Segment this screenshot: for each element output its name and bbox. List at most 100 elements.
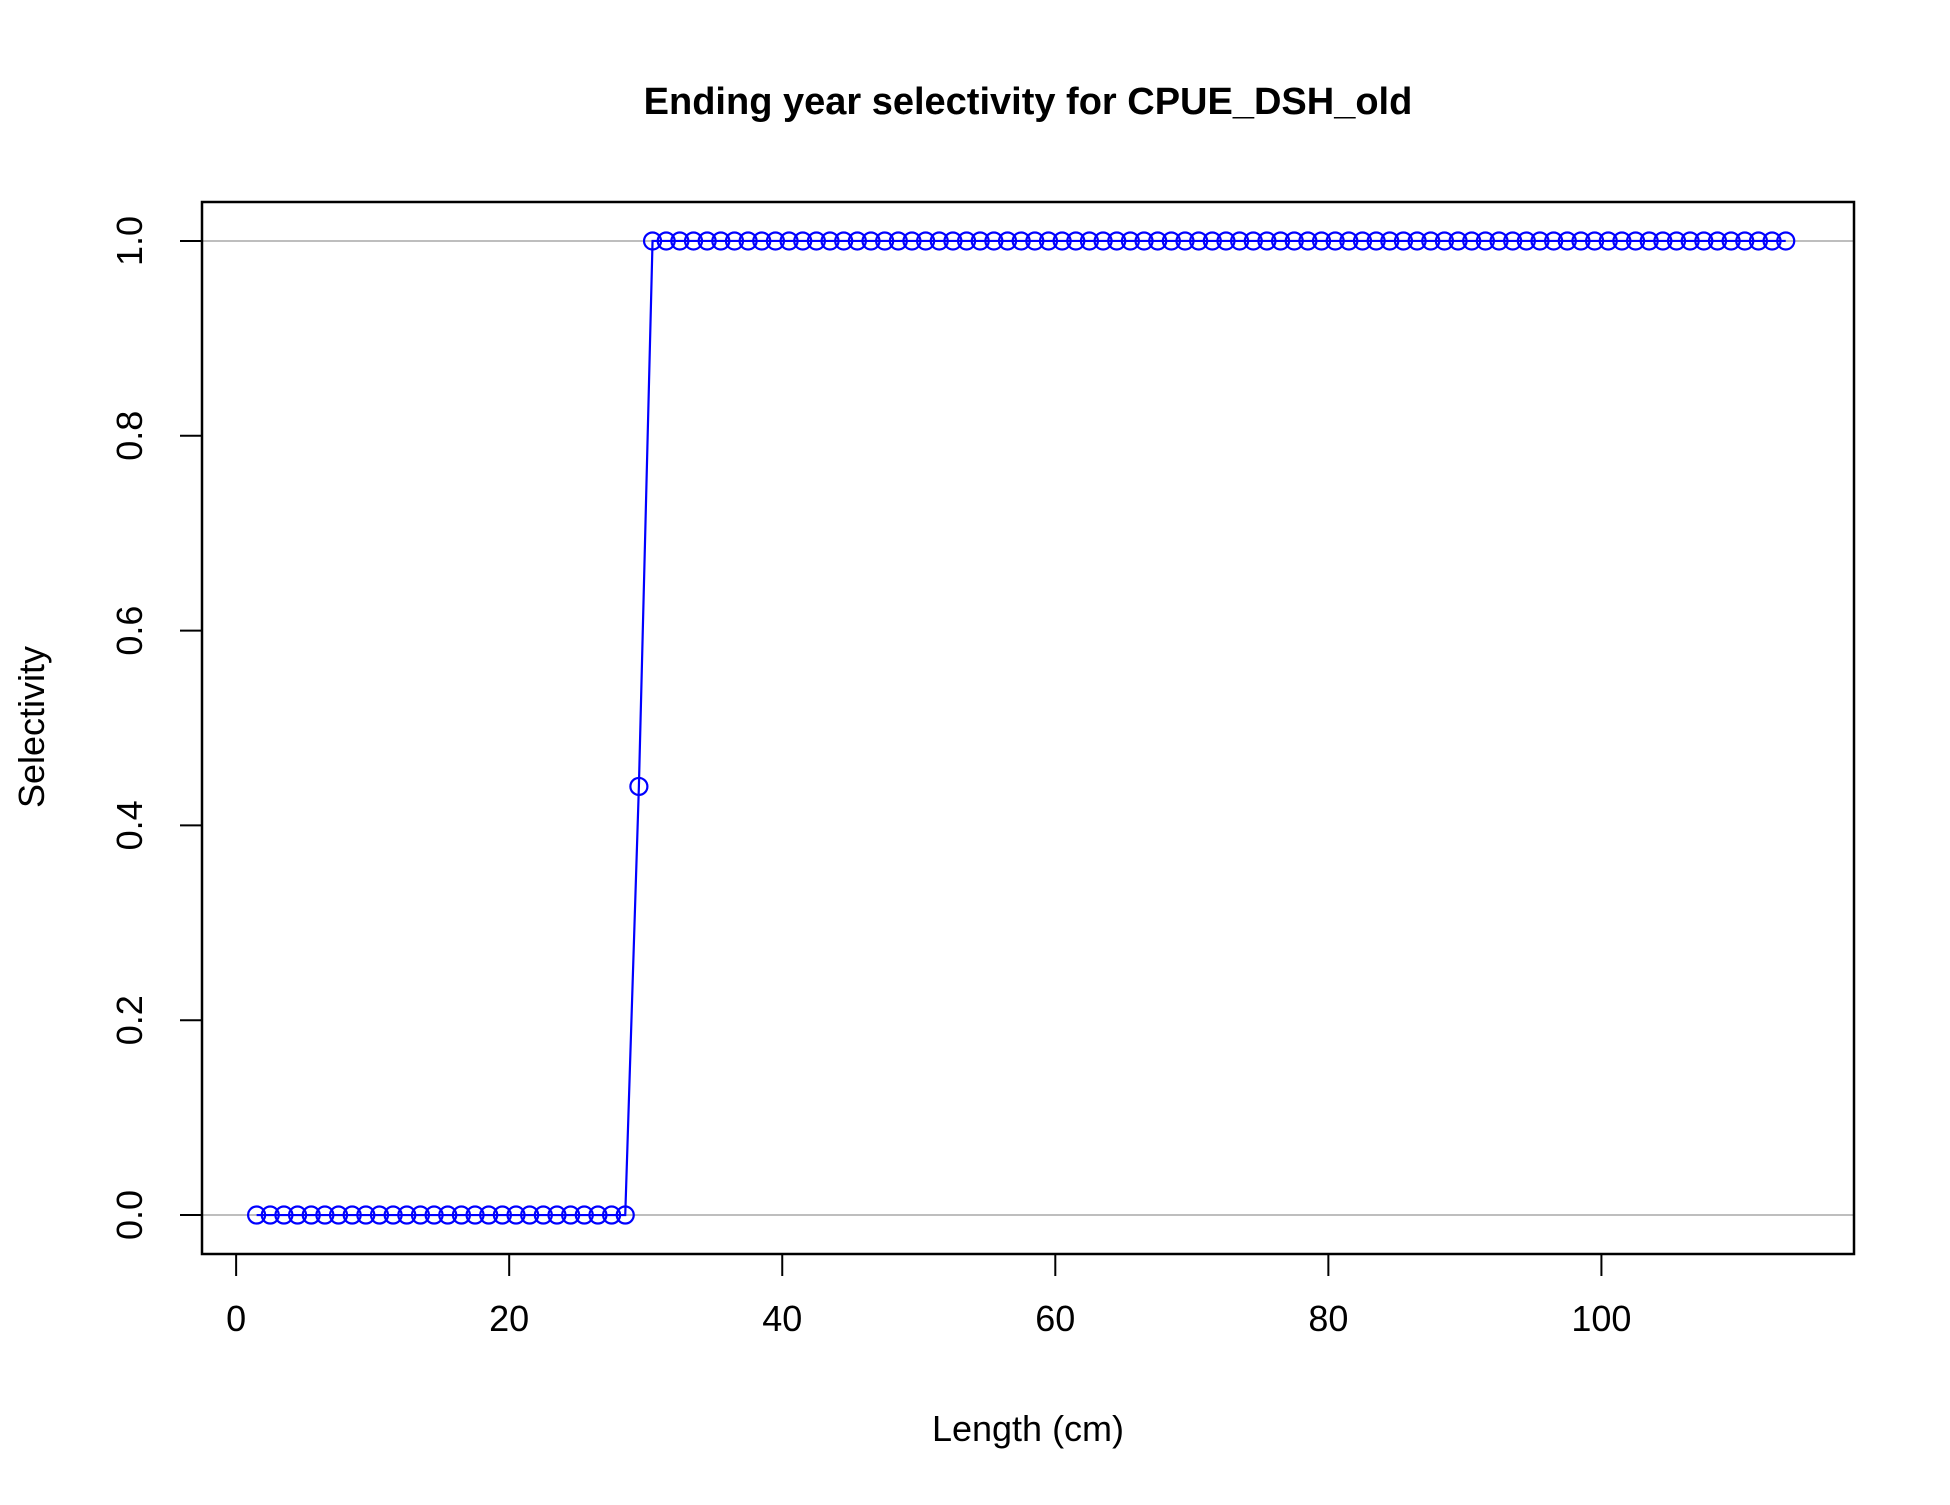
data-point — [383, 1205, 403, 1225]
data-point — [1066, 231, 1086, 251]
data-point — [301, 1205, 321, 1225]
data-point — [492, 1205, 512, 1225]
data-point — [1625, 231, 1646, 251]
data-point — [397, 1205, 417, 1225]
data-point — [451, 1205, 472, 1225]
data-point — [875, 231, 895, 251]
data-point — [1120, 231, 1140, 251]
data-point — [1052, 231, 1072, 251]
data-point — [615, 1205, 635, 1225]
data-point — [902, 231, 922, 251]
data-point — [1707, 231, 1728, 251]
data-point — [1407, 231, 1427, 251]
data-point — [1230, 231, 1250, 251]
data-point — [1666, 231, 1687, 251]
data-point — [1762, 231, 1782, 251]
data-point — [1421, 231, 1441, 251]
data-point — [683, 231, 704, 251]
data-point — [1571, 231, 1591, 251]
data-point — [916, 231, 936, 251]
x-axis: 0 20 40 60 80 100 — [226, 1253, 1631, 1339]
data-point — [806, 231, 826, 251]
y-tick-label: 0.6 — [109, 606, 150, 656]
x-tick-label: 60 — [1035, 1298, 1075, 1339]
data-point — [738, 231, 758, 251]
data-point — [274, 1205, 294, 1225]
data-point — [820, 231, 840, 251]
data-point — [1393, 231, 1414, 251]
data-point — [1257, 231, 1277, 251]
y-tick-label: 0.4 — [109, 800, 150, 850]
data-point — [752, 231, 772, 251]
data-point — [1380, 231, 1400, 251]
data-point — [1639, 231, 1659, 251]
y-tick-label: 0.0 — [109, 1190, 150, 1240]
x-tick-label: 0 — [226, 1298, 246, 1339]
data-point — [1489, 231, 1509, 251]
data-point — [1544, 231, 1564, 251]
y-tick-label: 0.2 — [109, 995, 150, 1045]
data-point — [642, 231, 663, 251]
data-point — [1503, 231, 1523, 251]
x-tick-label: 80 — [1308, 1298, 1348, 1339]
data-point — [656, 231, 676, 251]
data-point — [888, 231, 908, 251]
data-point — [997, 231, 1018, 251]
x-tick-label: 100 — [1571, 1298, 1631, 1339]
data-point — [247, 1205, 267, 1225]
data-point — [1352, 231, 1373, 251]
data-point — [1448, 231, 1468, 251]
data-point — [1721, 231, 1741, 251]
data-point — [1025, 231, 1045, 251]
data-point — [1134, 231, 1154, 251]
data-point — [1680, 231, 1700, 251]
data-point — [356, 1205, 376, 1225]
data-point — [1038, 231, 1059, 251]
data-point — [984, 231, 1004, 251]
data-point — [424, 1205, 444, 1225]
data-point — [342, 1205, 362, 1225]
data-point — [287, 1205, 308, 1225]
y-axis: 0.0 0.2 0.4 0.6 0.8 1.0 — [109, 216, 203, 1240]
data-point — [369, 1205, 390, 1225]
data-point — [1584, 231, 1605, 251]
data-point — [1107, 231, 1127, 251]
data-point — [438, 1205, 458, 1225]
data-point — [561, 1205, 581, 1225]
data-point — [834, 231, 854, 251]
data-point — [1311, 231, 1332, 251]
data-point — [1270, 231, 1291, 251]
data-point — [1557, 231, 1577, 251]
data-point — [465, 1205, 485, 1225]
data-point — [1189, 231, 1209, 251]
x-tick-label: 40 — [762, 1298, 802, 1339]
data-point — [956, 231, 977, 251]
data-point — [1325, 231, 1345, 251]
data-point — [847, 231, 867, 251]
chart-title: Ending year selectivity for CPUE_DSH_old — [644, 81, 1413, 123]
data-point — [601, 1205, 622, 1225]
data-point — [260, 1205, 280, 1225]
data-point — [1298, 231, 1318, 251]
data-point — [1475, 231, 1495, 251]
data-point — [1011, 231, 1031, 251]
data-point — [943, 231, 963, 251]
data-point — [1735, 231, 1755, 251]
data-point — [724, 231, 745, 251]
data-point — [1598, 231, 1618, 251]
data-point — [1339, 231, 1359, 251]
data-point — [670, 231, 690, 251]
data-point — [1434, 231, 1455, 251]
data-point — [1284, 231, 1304, 251]
data-point — [1148, 231, 1168, 251]
data-point — [588, 1205, 608, 1225]
series-layer — [247, 231, 1796, 1225]
data-point — [765, 231, 786, 251]
reference-lines — [202, 239, 1854, 1217]
y-axis-label: Selectivity — [11, 646, 52, 808]
data-point — [1216, 231, 1236, 251]
data-point — [328, 1205, 349, 1225]
data-point — [711, 231, 731, 251]
data-point — [929, 231, 949, 251]
